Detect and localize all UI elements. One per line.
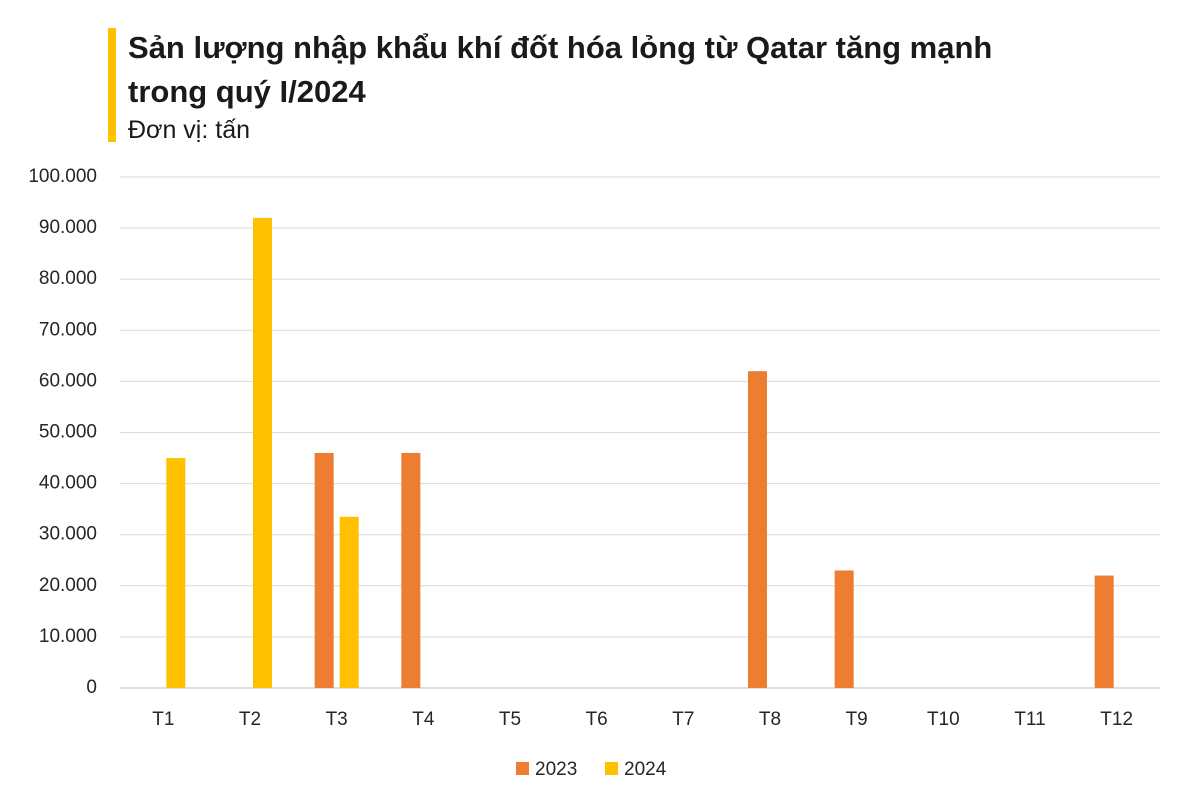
y-tick-label: 40.000	[39, 473, 97, 494]
x-tick-label: T6	[586, 709, 608, 730]
x-tick-label: T11	[1014, 709, 1045, 730]
bar	[314, 452, 334, 688]
bar	[339, 516, 359, 688]
bar	[1094, 575, 1114, 688]
y-tick-label: 100.000	[28, 166, 97, 187]
x-tick-label: T7	[672, 709, 694, 730]
x-tick-label: T2	[239, 709, 261, 730]
title-accent	[108, 28, 116, 142]
y-tick-label: 10.000	[39, 626, 97, 647]
legend-swatch	[605, 762, 618, 775]
y-tick-label: 20.000	[39, 575, 97, 596]
y-tick-label: 30.000	[39, 524, 97, 545]
x-tick-label: T1	[152, 709, 174, 730]
legend-swatch	[516, 762, 529, 775]
y-tick-label: 80.000	[39, 268, 97, 289]
y-tick-label: 90.000	[39, 217, 97, 238]
bar	[834, 570, 854, 688]
x-tick-label: T10	[927, 709, 960, 730]
chart-subtitle: Đơn vị: tấn	[128, 116, 250, 144]
bar	[166, 458, 186, 688]
x-tick-label: T12	[1100, 709, 1133, 730]
y-tick-label: 50.000	[39, 422, 97, 443]
chart-title: Sản lượng nhập khẩu khí đốt hóa lỏng từ …	[128, 30, 993, 109]
y-tick-label: 70.000	[39, 319, 97, 340]
legend-label: 2024	[624, 759, 667, 780]
x-tick-label: T4	[412, 709, 435, 730]
x-tick-label: T9	[846, 709, 868, 730]
y-tick-label: 60.000	[39, 370, 97, 391]
bar	[253, 217, 272, 688]
x-tick-label: T3	[326, 709, 348, 730]
x-tick-label: T5	[499, 709, 521, 730]
x-tick-label: T8	[759, 709, 781, 730]
bar	[748, 371, 767, 688]
legend-label: 2023	[535, 759, 577, 780]
bar	[401, 452, 421, 688]
y-tick-label: 0	[86, 677, 97, 698]
